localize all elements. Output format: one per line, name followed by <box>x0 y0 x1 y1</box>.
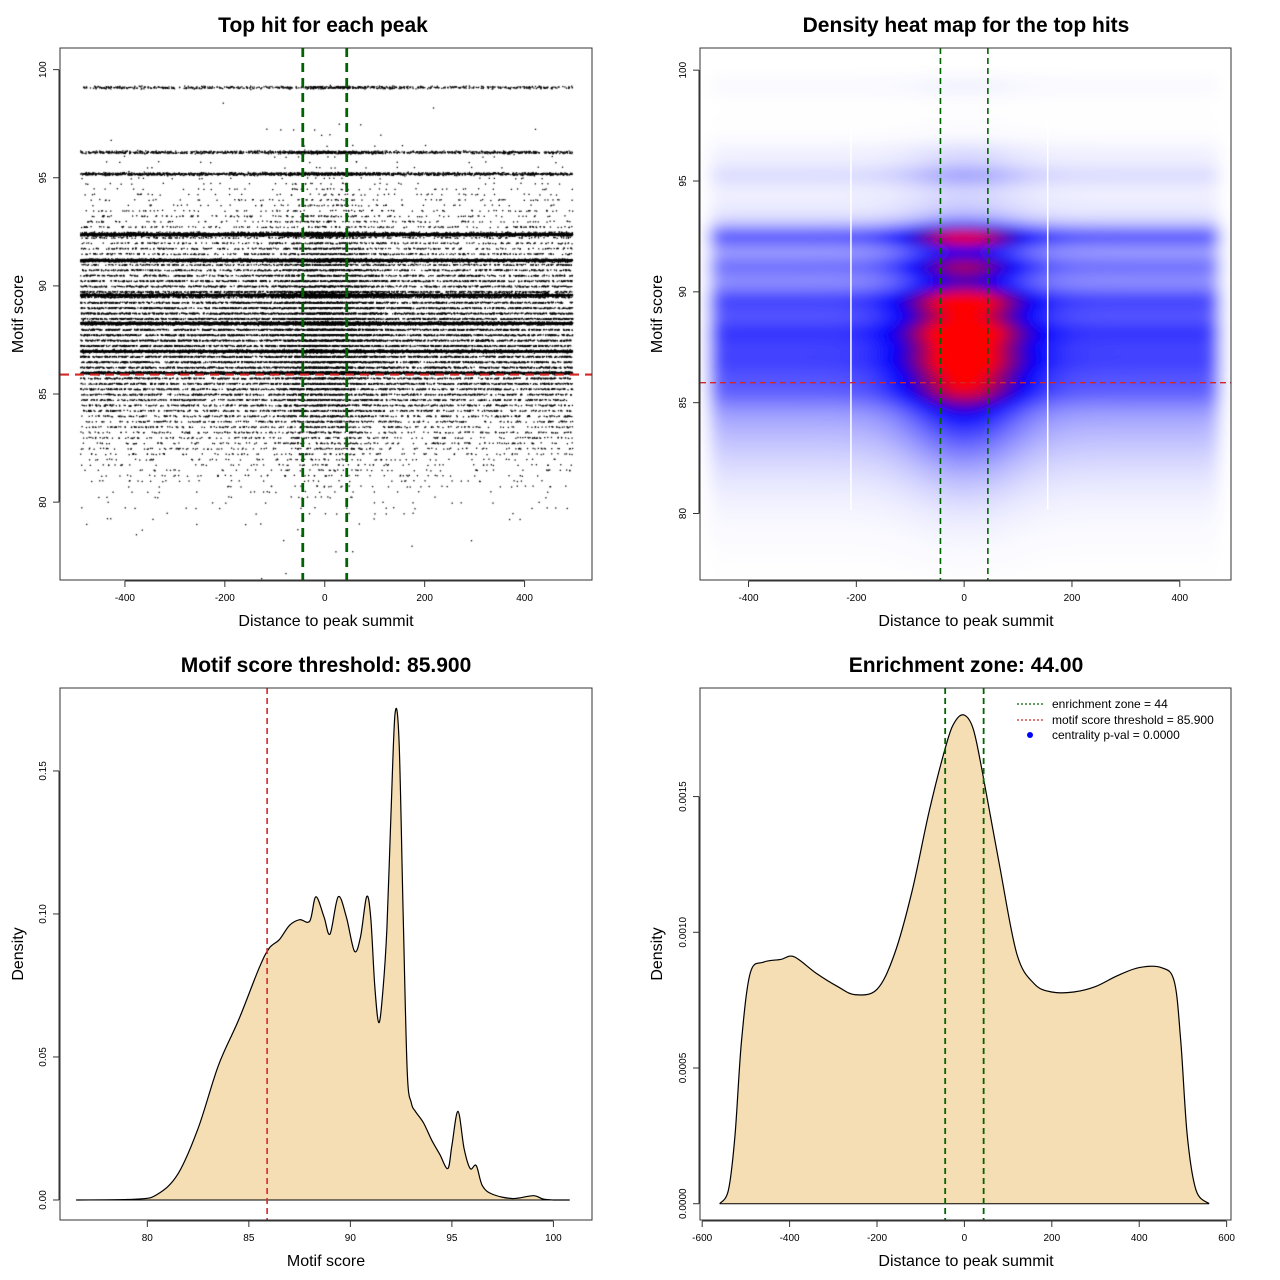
scatter-x-tick-label: 0 <box>322 593 328 604</box>
heatmap-x-axis-label: Distance to peak summit <box>878 613 1054 630</box>
distance-density-y-axis-label: Density <box>649 927 666 980</box>
score-density-y-tick-label: 0.15 <box>38 761 49 781</box>
scatter-title: Top hit for each peak <box>218 14 428 37</box>
scatter-x-tick-label: -200 <box>215 593 235 604</box>
score-density-y-tick-label: 0.05 <box>38 1047 49 1067</box>
scatter-marks <box>60 48 592 580</box>
distance-density-y-tick-label: 0.0010 <box>678 917 689 948</box>
heatmap-y-tick-label: 85 <box>678 397 689 409</box>
heatmap-x-tick-label: 0 <box>961 593 967 604</box>
distance-density-panel: Enrichment zone: 44.00 -600 -400 -200 0 200 4… <box>649 654 1235 1270</box>
score-density-x-axis-label: Motif score <box>287 1253 365 1270</box>
distance-density-plot-frame <box>699 687 1232 1221</box>
scatter-x-tick-label: -400 <box>115 593 135 604</box>
score-density-y-tick-label: 0.10 <box>38 904 49 924</box>
scatter-y-tick-label: 90 <box>38 280 49 292</box>
score-density-x-tick-label: 100 <box>545 1233 562 1244</box>
density-curve <box>76 707 570 1201</box>
heatmap-x-tick-label: -400 <box>739 593 759 604</box>
legend: enrichment zone = 44 motif score thresho… <box>1017 697 1214 742</box>
density-area <box>719 714 1210 1204</box>
scatter-y-axis-label: Motif score <box>10 275 27 353</box>
heatmap-image <box>700 48 1231 580</box>
distance-density-x-tick-label: 0 <box>962 1233 968 1244</box>
legend-swatch-centrality <box>1027 732 1033 738</box>
distance-density-y-tick-label: 0.0015 <box>678 781 689 812</box>
scatter-axes: -400 -200 0 200 400 80 85 90 95 100 <box>38 61 533 604</box>
distance-density-y-tick-label: 0.0000 <box>678 1188 689 1219</box>
score-density-x-tick-label: 95 <box>446 1233 458 1244</box>
legend-label-centrality: centrality p-val = 0.0000 <box>1052 728 1180 742</box>
distance-density-x-axis-label: Distance to peak summit <box>878 1253 1054 1270</box>
score-density-marks <box>76 688 570 1220</box>
score-density-x-tick-label: 80 <box>142 1233 154 1244</box>
density-area <box>76 708 570 1201</box>
distance-density-x-tick-label: 400 <box>1131 1233 1148 1244</box>
score-density-y-tick-label: 0.00 <box>38 1190 49 1210</box>
distance-density-marks <box>719 688 1210 1220</box>
distance-density-axes: -600 -400 -200 0 200 400 600 0.0000 0.0005 0.0010… <box>678 781 1235 1244</box>
legend-label-threshold: motif score threshold = 85.900 <box>1052 713 1214 727</box>
heatmap-axes: -400 -200 0 200 400 80 85 90 95 100 <box>678 61 1189 604</box>
scatter-x-tick-label: 400 <box>516 593 533 604</box>
heatmap-y-axis-label: Motif score <box>649 275 666 353</box>
distance-density-x-tick-label: 200 <box>1043 1233 1060 1244</box>
scatter-panel: Top hit for each peak -400 -200 0 200 400 80 8… <box>10 14 593 630</box>
scatter-points <box>60 48 592 580</box>
score-density-title: Motif score threshold: 85.900 <box>181 654 472 677</box>
score-density-y-axis-label: Density <box>10 927 27 980</box>
score-density-axes: 80 85 90 95 100 0.00 0.05 0.10 0.15 <box>38 761 562 1244</box>
scatter-x-tick-label: 200 <box>416 593 433 604</box>
score-density-plot-frame <box>59 687 593 1221</box>
heatmap-y-tick-label: 80 <box>678 508 689 520</box>
heatmap-y-tick-label: 90 <box>678 286 689 298</box>
heatmap-panel: Density heat map for the top hits -400 -2… <box>649 14 1232 630</box>
heatmap-x-tick-label: -200 <box>846 593 866 604</box>
score-density-x-tick-label: 90 <box>345 1233 357 1244</box>
heatmap-marks <box>700 48 1231 580</box>
scatter-y-tick-label: 100 <box>38 61 49 78</box>
heatmap-density-field <box>700 48 1231 580</box>
scatter-plot-frame <box>59 47 593 581</box>
distance-density-title: Enrichment zone: 44.00 <box>849 654 1084 677</box>
heatmap-x-tick-label: 200 <box>1064 593 1081 604</box>
distance-density-x-tick-label: -600 <box>692 1233 712 1244</box>
heatmap-x-tick-label: 400 <box>1171 593 1188 604</box>
heatmap-plot-frame <box>699 47 1232 581</box>
distance-density-x-tick-label: 600 <box>1218 1233 1235 1244</box>
score-density-panel: Motif score threshold: 85.900 80 85 90 95 10… <box>10 654 593 1270</box>
density-curve <box>719 714 1210 1205</box>
scatter-x-axis-label: Distance to peak summit <box>238 613 414 630</box>
heatmap-y-tick-label: 95 <box>678 175 689 187</box>
heatmap-y-tick-label: 100 <box>678 61 689 78</box>
scatter-y-tick-label: 80 <box>38 496 49 508</box>
scatter-y-tick-label: 95 <box>38 172 49 184</box>
legend-label-enrichment-zone: enrichment zone = 44 <box>1052 697 1168 711</box>
distance-density-x-tick-label: -400 <box>780 1233 800 1244</box>
heatmap-title: Density heat map for the top hits <box>803 14 1130 37</box>
distance-density-y-tick-label: 0.0005 <box>678 1052 689 1083</box>
score-density-x-tick-label: 85 <box>243 1233 255 1244</box>
distance-density-x-tick-label: -200 <box>867 1233 887 1244</box>
scatter-y-tick-label: 85 <box>38 388 49 400</box>
